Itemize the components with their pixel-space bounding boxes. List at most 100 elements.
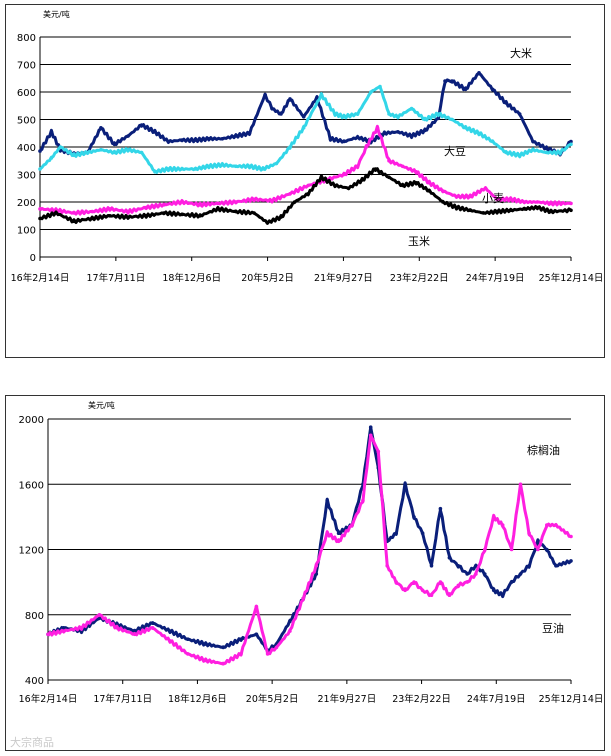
data-point-soybean [387,112,391,116]
data-point-soybean [477,131,481,136]
data-point-wheat [355,164,360,169]
y-tick-label: 400 [25,676,44,687]
data-point-rice [477,71,481,75]
data-point-palm_oil [325,498,330,503]
data-point-soy_oil [554,523,558,527]
data-point-palm_oil [203,642,208,646]
data-point-corn [373,167,378,171]
data-point-palm_oil [168,629,172,633]
data-point-wheat [270,198,274,203]
series-label-wheat: 小麦 [482,192,504,205]
data-point-soy_oil [61,629,66,633]
data-point-soybean [247,164,252,169]
data-point-corn [569,208,573,213]
data-point-corn [306,192,311,196]
data-point-corn [549,209,553,214]
y-tick-label: 100 [17,226,36,237]
data-point-corn [38,216,42,221]
data-point-palm_oil [150,621,155,625]
data-point-palm_oil [456,564,461,568]
y-tick-label: 200 [17,198,36,209]
data-point-soy_oil [79,626,84,630]
y-tick-label: 1600 [19,480,44,491]
data-point-wheat [454,194,459,199]
data-point-corn [468,208,473,213]
data-point-rice [569,139,573,144]
data-point-corn [427,189,432,193]
data-point-soy_oil [150,626,155,630]
data-point-rice [247,131,252,136]
data-point-palm_oil [61,626,66,630]
data-point-soy_oil [500,523,505,527]
data-point-soybean [139,150,144,155]
data-point-wheat [549,201,553,206]
data-point-wheat [414,170,419,174]
data-point-corn [481,211,486,215]
data-point-soybean [220,163,225,167]
data-point-rice [328,137,333,141]
data-point-soy_oil [336,539,341,544]
data-point-palm_oil [429,564,434,568]
data-point-corn [252,211,256,215]
data-point-corn [54,211,58,215]
data-point-soy_oil [265,652,270,656]
data-point-palm_oil [368,425,373,430]
data-point-palm_oil [509,580,514,584]
data-point-wheat [234,200,238,204]
data-point-palm_oil [491,588,496,593]
data-point-wheat [288,192,292,196]
series-line-soybean [39,85,572,174]
data-point-soybean [58,145,63,149]
data-point-corn [108,214,112,218]
data-point-soy_oil [385,564,390,568]
data-point-rice [180,138,184,142]
data-point-wheat [400,164,405,169]
x-tick-label: 16年2月14日 [11,272,70,284]
data-point-soybean [355,112,360,116]
data-point-soybean [544,150,549,155]
data-point-wheat [495,197,499,202]
chart-panel-grains [5,4,605,358]
data-point-rice [139,123,144,127]
x-tick-label: 20年5月2日 [241,272,294,284]
data-point-wheat [38,207,42,211]
data-point-wheat [306,183,311,188]
data-point-soybean [569,142,573,147]
data-point-rice [288,97,292,101]
data-point-wheat [535,200,540,204]
data-point-rice [207,137,211,141]
series-label-palm_oil: 棕榈油 [527,443,560,457]
data-point-wheat [483,186,488,191]
y-tick-label: 600 [17,88,36,99]
data-point-soy_oil [168,639,172,643]
y-tick-label: 1200 [19,546,44,557]
data-point-corn [454,205,459,210]
data-point-wheat [126,209,130,214]
data-point-rice [531,139,535,144]
data-point-soy_oil [438,580,443,584]
x-tick-label: 20年5月2日 [246,693,299,705]
data-point-soy_oil [221,661,225,666]
data-point-corn [441,200,445,204]
x-tick-label: 21年9月27日 [314,272,373,284]
y-tick-label: 0 [30,253,36,264]
data-point-wheat [468,194,473,199]
data-point-soy_oil [46,632,50,637]
data-point-palm_oil [420,531,425,535]
series-label-soybean: 大豆 [444,144,466,158]
data-point-soy_oil [288,629,292,633]
data-point-corn [508,208,513,213]
data-point-wheat [108,207,112,211]
y-tick-label: 700 [17,61,36,72]
data-point-wheat [441,189,445,193]
x-tick-label: 23年2月22日 [392,693,451,705]
y-tick-label: 800 [25,611,44,622]
x-tick-label: 25年12月14日 [539,693,604,705]
data-point-soybean [49,156,54,160]
data-point-soybean [369,90,373,94]
data-point-soy_oil [325,531,330,535]
y-tick-label: 300 [17,171,36,182]
data-point-soybean [112,150,117,155]
data-point-wheat [342,172,346,177]
data-point-palm_oil [527,564,531,568]
